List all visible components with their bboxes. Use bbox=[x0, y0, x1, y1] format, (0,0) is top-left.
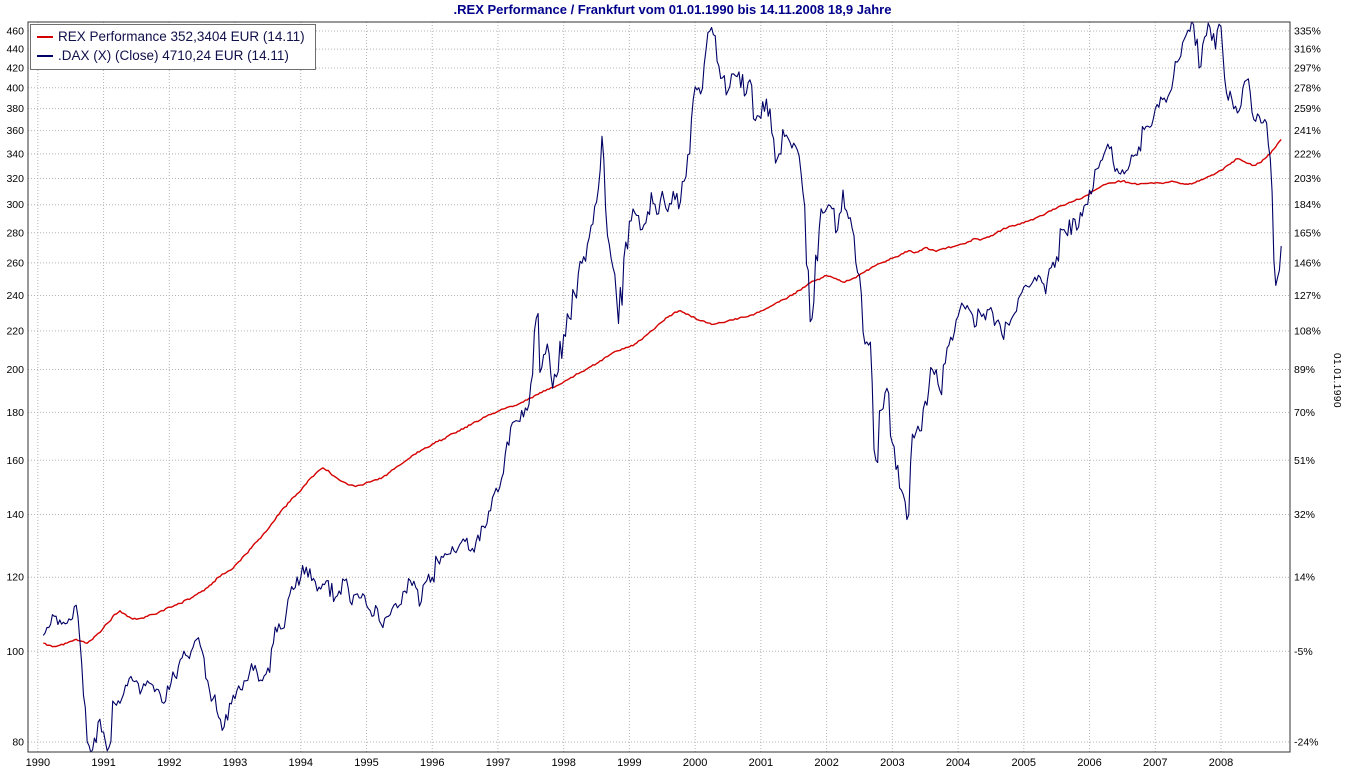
svg-text:80: 80 bbox=[12, 737, 24, 749]
svg-text:1993: 1993 bbox=[223, 757, 247, 769]
svg-text:340: 340 bbox=[6, 148, 24, 160]
svg-text:2007: 2007 bbox=[1143, 757, 1167, 769]
svg-text:89%: 89% bbox=[1294, 364, 1315, 376]
svg-text:220: 220 bbox=[6, 325, 24, 337]
svg-text:108%: 108% bbox=[1294, 325, 1321, 337]
svg-text:2005: 2005 bbox=[1012, 757, 1036, 769]
rex-line-swatch bbox=[37, 35, 53, 38]
svg-text:1997: 1997 bbox=[486, 757, 510, 769]
svg-text:335%: 335% bbox=[1294, 26, 1321, 38]
axis-labels-layer: 460 335% 440 316% 420 297% 400 278% 380 259% 360 24… bbox=[6, 26, 1320, 770]
svg-text:440: 440 bbox=[6, 44, 24, 56]
svg-text:316%: 316% bbox=[1294, 44, 1321, 56]
svg-text:278%: 278% bbox=[1294, 82, 1321, 94]
legend: REX Performance 352,3404 EUR (14.11) .DA… bbox=[30, 24, 316, 70]
chart-title: .REX Performance / Frankfurt vom 01.01.1… bbox=[453, 2, 892, 17]
svg-text:1999: 1999 bbox=[617, 757, 641, 769]
svg-text:-24%: -24% bbox=[1294, 737, 1319, 749]
svg-text:2003: 2003 bbox=[880, 757, 904, 769]
svg-text:203%: 203% bbox=[1294, 173, 1321, 185]
svg-text:32%: 32% bbox=[1294, 509, 1315, 521]
svg-text:1991: 1991 bbox=[91, 757, 115, 769]
svg-text:297%: 297% bbox=[1294, 62, 1321, 74]
svg-text:2004: 2004 bbox=[946, 757, 970, 769]
svg-text:184%: 184% bbox=[1294, 199, 1321, 211]
svg-text:259%: 259% bbox=[1294, 103, 1321, 115]
svg-text:300: 300 bbox=[6, 199, 24, 211]
svg-text:200: 200 bbox=[6, 364, 24, 376]
svg-text:180: 180 bbox=[6, 407, 24, 419]
svg-text:2001: 2001 bbox=[749, 757, 773, 769]
svg-text:1992: 1992 bbox=[157, 757, 181, 769]
svg-text:51%: 51% bbox=[1294, 455, 1315, 467]
svg-text:1990: 1990 bbox=[26, 757, 50, 769]
svg-text:120: 120 bbox=[6, 572, 24, 584]
plot-border bbox=[27, 21, 1291, 753]
svg-text:160: 160 bbox=[6, 455, 24, 467]
svg-text:1998: 1998 bbox=[551, 757, 575, 769]
series-layer bbox=[42, 22, 1282, 752]
svg-text:1995: 1995 bbox=[354, 757, 378, 769]
svg-text:127%: 127% bbox=[1294, 290, 1321, 302]
svg-text:1996: 1996 bbox=[420, 757, 444, 769]
svg-text:146%: 146% bbox=[1294, 257, 1321, 269]
svg-text:2000: 2000 bbox=[683, 757, 707, 769]
svg-text:165%: 165% bbox=[1294, 227, 1321, 239]
legend-label-rex: REX Performance 352,3404 EUR (14.11) bbox=[58, 29, 305, 44]
svg-text:140: 140 bbox=[6, 509, 24, 521]
svg-text:420: 420 bbox=[6, 62, 24, 74]
svg-text:260: 260 bbox=[6, 257, 24, 269]
svg-text:460: 460 bbox=[6, 26, 24, 38]
svg-text:380: 380 bbox=[6, 103, 24, 115]
svg-text:222%: 222% bbox=[1294, 148, 1321, 160]
legend-item-rex: REX Performance 352,3404 EUR (14.11) bbox=[37, 27, 305, 46]
svg-text:2006: 2006 bbox=[1077, 757, 1101, 769]
legend-item-dax: .DAX (X) (Close) 4710,24 EUR (14.11) bbox=[37, 46, 305, 65]
dax-line-swatch bbox=[37, 54, 53, 57]
svg-text:280: 280 bbox=[6, 227, 24, 239]
svg-text:400: 400 bbox=[6, 82, 24, 94]
svg-text:360: 360 bbox=[6, 125, 24, 137]
svg-text:2002: 2002 bbox=[814, 757, 838, 769]
svg-text:70%: 70% bbox=[1294, 407, 1315, 419]
svg-text:100: 100 bbox=[6, 646, 24, 658]
svg-text:320: 320 bbox=[6, 173, 24, 185]
svg-text:1994: 1994 bbox=[289, 757, 313, 769]
grid-layer bbox=[28, 22, 1290, 752]
right-axis-date-caption: 01.01.1990 bbox=[1331, 353, 1342, 409]
svg-text:14%: 14% bbox=[1294, 572, 1315, 584]
svg-text:2008: 2008 bbox=[1209, 757, 1233, 769]
svg-text:-5%: -5% bbox=[1294, 646, 1313, 658]
svg-text:241%: 241% bbox=[1294, 125, 1321, 137]
legend-label-dax: .DAX (X) (Close) 4710,24 EUR (14.11) bbox=[58, 48, 289, 63]
svg-text:240: 240 bbox=[6, 290, 24, 302]
